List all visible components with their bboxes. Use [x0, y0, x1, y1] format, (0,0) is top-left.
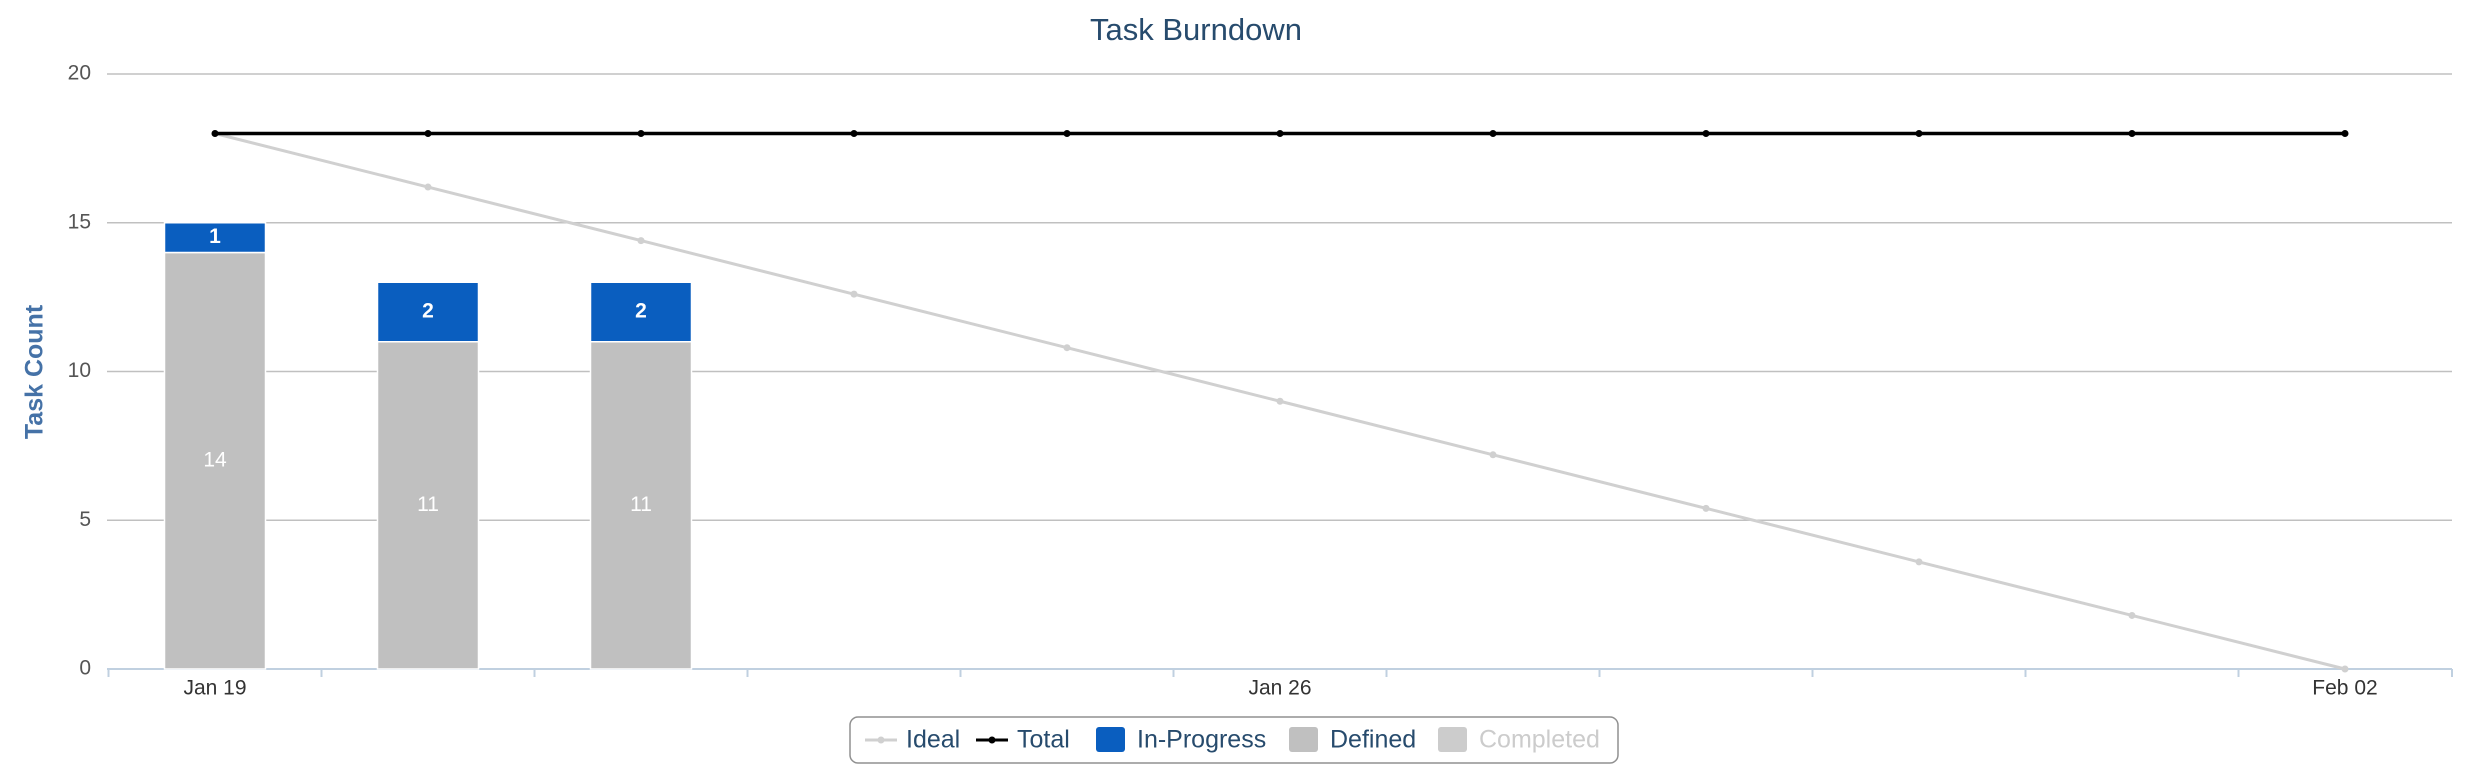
line-marker — [637, 130, 645, 137]
line-marker — [637, 237, 645, 245]
y-axis-title: Task Count — [21, 304, 49, 439]
x-tick-label: Feb 02 — [2312, 677, 2377, 700]
bar — [163, 222, 267, 254]
legend-symbol — [1289, 727, 1318, 752]
line-marker — [424, 183, 432, 191]
line-marker — [2128, 611, 2136, 619]
x-tick-label: Jan 26 — [1248, 677, 1311, 700]
bar — [589, 341, 693, 670]
line-marker — [850, 290, 858, 298]
data-label: 11 — [630, 493, 652, 516]
legend-label: In-Progress — [1137, 726, 1266, 754]
bar — [376, 341, 480, 670]
y-tick-label: 20 — [68, 62, 91, 85]
bar — [376, 281, 480, 343]
data-label: 11 — [417, 493, 439, 516]
legend-label: Completed — [1479, 726, 1600, 754]
y-tick-label: 10 — [68, 359, 91, 382]
line-marker — [211, 130, 219, 137]
y-tick-label: 15 — [68, 210, 91, 233]
line-marker — [1063, 344, 1071, 352]
line-marker — [2341, 665, 2349, 673]
line-marker — [2341, 130, 2349, 137]
line-marker — [1915, 130, 1923, 137]
bar — [163, 251, 267, 670]
legend-symbol — [1096, 727, 1125, 752]
y-tick-label: 5 — [79, 508, 91, 531]
line-marker — [1063, 130, 1071, 137]
line-marker — [424, 130, 432, 137]
data-label: 2 — [635, 300, 647, 323]
line-marker — [1489, 130, 1497, 137]
line-marker — [1915, 558, 1923, 566]
data-label: 14 — [203, 448, 227, 471]
line-marker — [1276, 130, 1284, 137]
legend-symbol — [1438, 727, 1467, 752]
data-label: 2 — [422, 300, 434, 323]
legend-label: Defined — [1330, 726, 1416, 754]
legend-label: Total — [1017, 726, 1070, 754]
y-tick-label: 0 — [79, 657, 91, 680]
x-tick-label: Jan 19 — [183, 677, 246, 700]
legend-label: Ideal — [906, 726, 960, 754]
legend-box — [849, 716, 1619, 764]
chart-title: Task Burndown — [1090, 12, 1302, 47]
legend-symbol — [877, 736, 885, 744]
line-marker — [1276, 397, 1284, 405]
bar — [589, 281, 693, 343]
line-marker — [1489, 451, 1497, 459]
data-label: 1 — [209, 225, 221, 248]
line-marker — [2128, 130, 2136, 137]
legend-symbol — [988, 736, 996, 744]
line-marker — [850, 130, 858, 137]
line-marker — [1702, 130, 1710, 137]
line-marker — [1702, 504, 1710, 512]
